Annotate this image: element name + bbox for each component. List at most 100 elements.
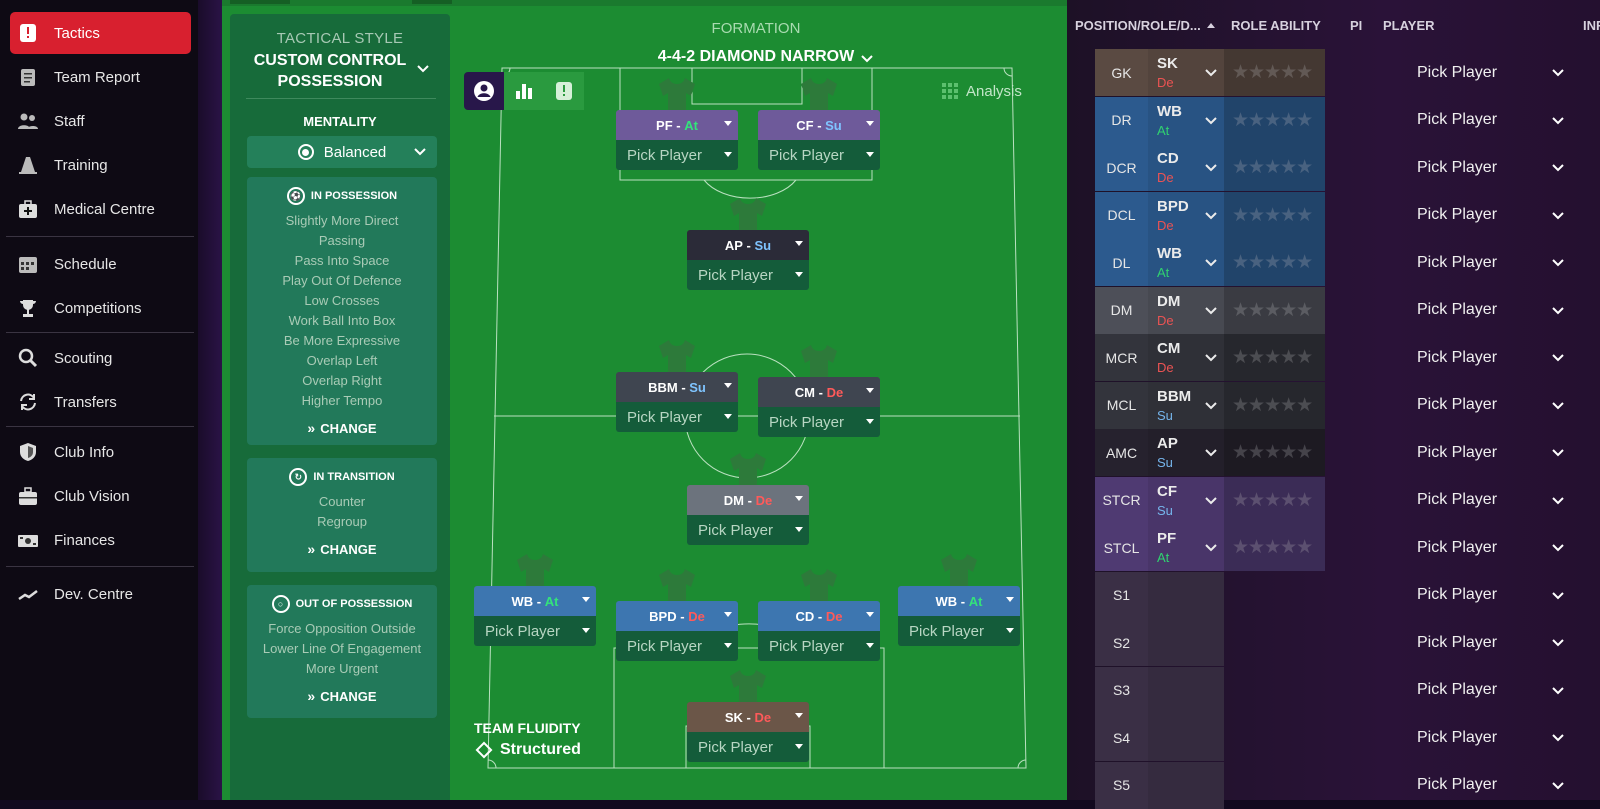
- chevron-down-icon[interactable]: [1551, 304, 1565, 318]
- pick-player-selector[interactable]: Pick Player: [758, 407, 880, 437]
- role-cell[interactable]: DM De: [1148, 286, 1224, 334]
- pick-player-selector[interactable]: Pick Player: [616, 631, 738, 661]
- role-cell[interactable]: BBM Su: [1148, 381, 1224, 429]
- sidebar-item-staff[interactable]: Staff: [10, 100, 191, 142]
- sidebar-item-team-report[interactable]: Team Report: [10, 56, 191, 98]
- player-select[interactable]: Pick Player: [1417, 477, 1507, 524]
- in-transition-change-button[interactable]: » CHANGE: [247, 540, 437, 558]
- pitch-player-wb-right[interactable]: WB - At Pick Player: [898, 552, 1020, 646]
- player-view-button[interactable]: [464, 72, 504, 110]
- role-cell[interactable]: PF At: [1148, 524, 1224, 571]
- instructions-view-button[interactable]: [544, 72, 584, 110]
- table-row[interactable]: S2 Pick Player: [1067, 619, 1600, 666]
- pitch-player-ap[interactable]: AP - Su Pick Player: [687, 196, 809, 290]
- sidebar-item-competitions[interactable]: Competitions: [10, 287, 191, 329]
- role-selector[interactable]: CM - De: [758, 377, 880, 407]
- role-selector[interactable]: CD - De: [758, 601, 880, 631]
- table-row[interactable]: DCL BPD De ★★★★★ Pick Player: [1067, 191, 1600, 239]
- chevron-down-icon[interactable]: [1551, 541, 1565, 555]
- pick-player-selector[interactable]: Pick Player: [687, 260, 809, 290]
- sidebar-item-finances[interactable]: Finances: [10, 519, 191, 561]
- table-row[interactable]: DM DM De ★★★★★ Pick Player: [1067, 286, 1600, 334]
- role-cell[interactable]: CF Su: [1148, 476, 1224, 524]
- chevron-down-icon[interactable]: [1551, 779, 1565, 793]
- pick-player-selector[interactable]: Pick Player: [474, 616, 596, 646]
- role-cell[interactable]: AP Su: [1148, 429, 1224, 476]
- table-row[interactable]: STCL PF At ★★★★★ Pick Player: [1067, 524, 1600, 571]
- pick-player-selector[interactable]: Pick Player: [758, 140, 880, 170]
- player-select[interactable]: Pick Player: [1417, 239, 1507, 286]
- table-row[interactable]: DR WB At ★★★★★ Pick Player: [1067, 96, 1600, 144]
- column-header-role-ability[interactable]: ROLE ABILITY: [1231, 18, 1321, 33]
- chevron-down-icon[interactable]: [1551, 399, 1565, 413]
- pick-player-selector[interactable]: Pick Player: [687, 515, 809, 545]
- chevron-down-icon[interactable]: [1551, 684, 1565, 698]
- in-possession-change-button[interactable]: » CHANGE: [247, 419, 437, 437]
- pitch-player-cf[interactable]: CF - Su Pick Player: [758, 76, 880, 170]
- pitch-player-cd[interactable]: CD - De Pick Player: [758, 567, 880, 661]
- pitch-player-wb-left[interactable]: WB - At Pick Player: [474, 552, 596, 646]
- chevron-down-icon[interactable]: [1551, 114, 1565, 128]
- role-selector[interactable]: WB - At: [474, 586, 596, 616]
- player-select[interactable]: Pick Player: [1417, 49, 1507, 96]
- player-select[interactable]: Pick Player: [1417, 144, 1507, 191]
- analysis-button[interactable]: Analysis: [942, 76, 1042, 106]
- role-selector[interactable]: BBM - Su: [616, 372, 738, 402]
- chevron-down-icon[interactable]: [1551, 589, 1565, 603]
- top-tab[interactable]: [230, 0, 290, 4]
- chevron-down-icon[interactable]: [1551, 209, 1565, 223]
- pitch-player-dm[interactable]: DM - De Pick Player: [687, 451, 809, 545]
- table-row[interactable]: AMC AP Su ★★★★★ Pick Player: [1067, 429, 1600, 476]
- player-select[interactable]: Pick Player: [1417, 192, 1507, 239]
- pick-player-selector[interactable]: Pick Player: [616, 140, 738, 170]
- chevron-down-icon[interactable]: [1551, 494, 1565, 508]
- player-select[interactable]: Pick Player: [1417, 667, 1507, 714]
- table-row[interactable]: STCR CF Su ★★★★★ Pick Player: [1067, 476, 1600, 524]
- table-row[interactable]: MCL BBM Su ★★★★★ Pick Player: [1067, 381, 1600, 429]
- role-selector[interactable]: WB - At: [898, 586, 1020, 616]
- pick-player-selector[interactable]: Pick Player: [687, 732, 809, 762]
- role-selector[interactable]: SK - De: [687, 702, 809, 732]
- role-cell[interactable]: WB At: [1148, 96, 1224, 144]
- sidebar-item-medical-centre[interactable]: Medical Centre: [10, 188, 191, 230]
- chevron-down-icon[interactable]: [416, 62, 430, 76]
- table-row[interactable]: S4 Pick Player: [1067, 714, 1600, 761]
- chevron-down-icon[interactable]: [1551, 256, 1565, 270]
- player-select[interactable]: Pick Player: [1417, 287, 1507, 334]
- role-selector[interactable]: AP - Su: [687, 230, 809, 260]
- player-select[interactable]: Pick Player: [1417, 334, 1507, 381]
- sidebar-item-transfers[interactable]: Transfers: [10, 381, 191, 423]
- pitch-player-bpd[interactable]: BPD - De Pick Player: [616, 567, 738, 661]
- role-selector[interactable]: BPD - De: [616, 601, 738, 631]
- player-select[interactable]: Pick Player: [1417, 97, 1507, 144]
- table-row[interactable]: S1 Pick Player: [1067, 571, 1600, 619]
- table-row[interactable]: S3 Pick Player: [1067, 666, 1600, 714]
- role-cell[interactable]: SK De: [1148, 49, 1224, 96]
- pick-player-selector[interactable]: Pick Player: [758, 631, 880, 661]
- chevron-down-icon[interactable]: [1551, 446, 1565, 460]
- role-cell[interactable]: CM De: [1148, 334, 1224, 381]
- table-row[interactable]: S5 Pick Player: [1067, 761, 1600, 809]
- sidebar-item-training[interactable]: Training: [10, 144, 191, 186]
- chevron-down-icon[interactable]: [1551, 731, 1565, 745]
- pitch-player-sk[interactable]: SK - De Pick Player: [687, 668, 809, 762]
- sidebar-item-tactics[interactable]: Tactics: [10, 12, 191, 54]
- chevron-down-icon[interactable]: [1551, 66, 1565, 80]
- pitch-player-bbm[interactable]: BBM - Su Pick Player: [616, 338, 738, 432]
- player-select[interactable]: Pick Player: [1417, 382, 1507, 429]
- role-cell[interactable]: BPD De: [1148, 191, 1224, 239]
- chevron-down-icon[interactable]: [860, 52, 874, 66]
- table-row[interactable]: GK SK De ★★★★★ Pick Player: [1067, 49, 1600, 96]
- formation-select[interactable]: 4-4-2 DIAMOND NARROW: [657, 48, 855, 65]
- out-of-possession-change-button[interactable]: » CHANGE: [247, 687, 437, 705]
- column-header-info[interactable]: INF: [1583, 18, 1600, 33]
- player-select[interactable]: Pick Player: [1417, 762, 1507, 809]
- table-row[interactable]: DL WB At ★★★★★ Pick Player: [1067, 239, 1600, 286]
- column-header-pi[interactable]: PI: [1350, 18, 1363, 33]
- pick-player-selector[interactable]: Pick Player: [616, 402, 738, 432]
- player-select[interactable]: Pick Player: [1417, 572, 1507, 619]
- pick-player-selector[interactable]: Pick Player: [898, 616, 1020, 646]
- column-header-player[interactable]: PLAYER: [1383, 18, 1435, 33]
- sidebar-item-club-info[interactable]: Club Info: [10, 431, 191, 473]
- player-select[interactable]: Pick Player: [1417, 429, 1507, 476]
